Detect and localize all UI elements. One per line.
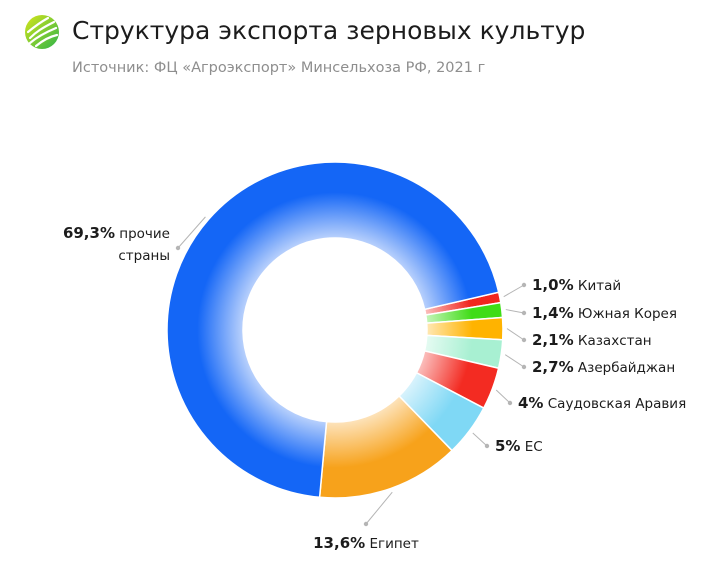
slice-name-5: ЕС <box>520 439 542 455</box>
leader-dot-2 <box>521 337 527 343</box>
leader-dot-7 <box>175 245 181 251</box>
leader-line-0 <box>503 284 525 298</box>
slice-value-5: 5% <box>495 437 520 455</box>
slice-7 <box>166 161 500 499</box>
slice-value-4: 4% <box>518 394 543 412</box>
chart-subtitle: Источник: ФЦ «Агроэкспорт» Минсельхоза Р… <box>72 60 486 76</box>
leader-line-4 <box>495 389 511 404</box>
slice-label-3: 2,7% Азербайджан <box>532 358 675 376</box>
slice-name-2-7: страны <box>118 248 170 264</box>
logo-icon <box>25 15 59 49</box>
slice-name-6: Египет <box>365 536 419 552</box>
header: Структура экспорта зерновых культур Исто… <box>24 10 704 90</box>
leader-dot-4 <box>507 400 513 406</box>
slice-value-2: 2,1% <box>532 331 574 349</box>
slice-value-3: 2,7% <box>532 358 574 376</box>
leader-line-5 <box>472 432 488 447</box>
slice-name-1: Южная Корея <box>574 306 677 322</box>
chart-title: Структура экспорта зерновых культур <box>72 16 586 45</box>
slice-label-1: 1,4% Южная Корея <box>532 304 677 322</box>
slice-label-5: 5% ЕС <box>495 437 543 455</box>
slice-label-0: 1,0% Китай <box>532 276 621 294</box>
slice-label-6: 13,6% Египет <box>313 534 419 552</box>
slice-name-0: Китай <box>574 278 622 294</box>
leader-dot-5 <box>484 443 490 449</box>
leader-line-7 <box>177 216 206 249</box>
slice-value-6: 13,6% <box>313 534 365 552</box>
slice-value-7: 69,3% <box>63 224 115 242</box>
leader-line-2 <box>506 328 525 341</box>
leader-line-3 <box>504 354 525 368</box>
slice-label-2: 2,1% Казахстан <box>532 331 652 349</box>
slice-label-7: 69,3% прочие страны <box>63 224 170 264</box>
leader-dot-1 <box>521 310 527 316</box>
leader-dot-6 <box>363 521 369 527</box>
donut-slices <box>166 161 504 499</box>
leader-line-1 <box>505 309 525 314</box>
slice-value-0: 1,0% <box>532 276 574 294</box>
leader-dot-3 <box>521 364 527 370</box>
leader-lines <box>175 216 527 527</box>
leader-line-6 <box>365 491 393 525</box>
slice-value-1: 1,4% <box>532 304 574 322</box>
slice-name-3: Азербайджан <box>574 360 676 376</box>
slice-label-4: 4% Саудовская Аравия <box>518 394 686 412</box>
slice-name-2: Казахстан <box>574 333 652 349</box>
slice-name-4: Саудовская Аравия <box>543 396 686 412</box>
slice-name-7: прочие <box>115 226 170 242</box>
leader-dot-0 <box>521 282 527 288</box>
